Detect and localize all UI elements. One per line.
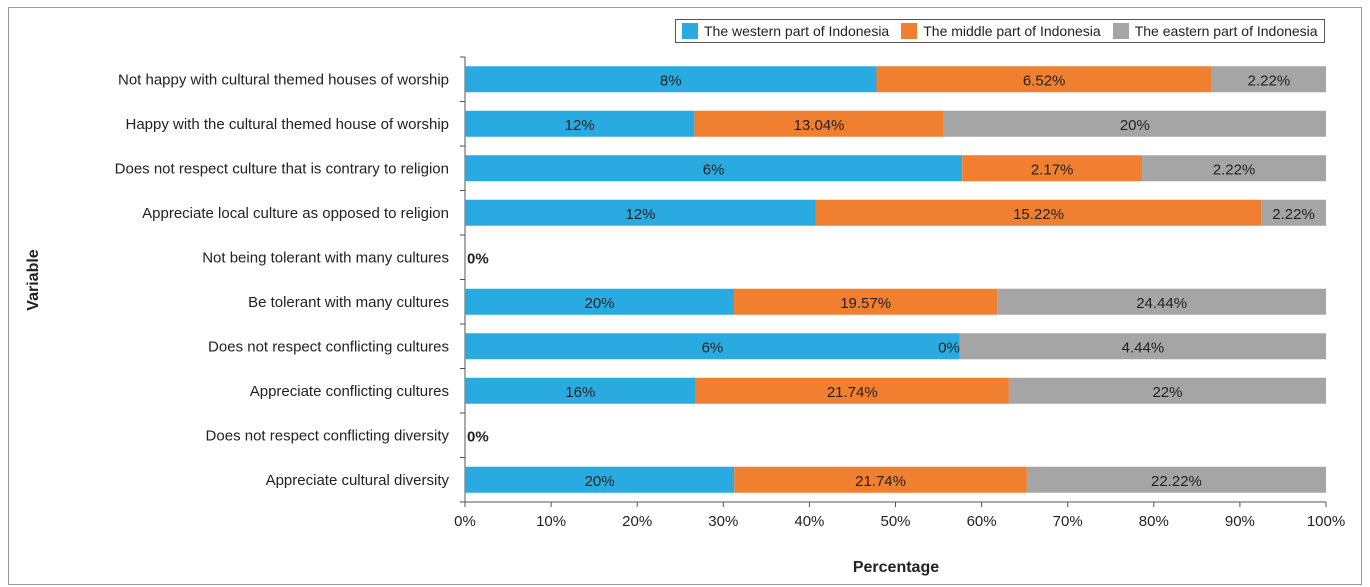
data-label: 0% <box>938 339 960 356</box>
x-tick-label: 70% <box>1053 513 1083 530</box>
x-tick-label: 20% <box>622 513 652 530</box>
x-tick-label: 100% <box>1307 513 1345 530</box>
bars-layer <box>465 66 1326 493</box>
category-label: Happy with the cultural themed house of … <box>125 116 449 133</box>
bar-segment <box>1211 66 1326 93</box>
data-label: 6.52% <box>1023 72 1066 89</box>
axis-layer: 0% 10% 20% 30% 40% 50% 60% 70% 80% 90% 100% <box>454 56 1345 530</box>
category-label: Appreciate conflicting cultures <box>250 383 449 400</box>
data-label: 21.74% <box>827 384 878 401</box>
bar-segment <box>962 155 1143 182</box>
data-label: 8% <box>660 72 682 89</box>
bar-segment <box>997 288 1326 315</box>
category-label: Appreciate local culture as opposed to r… <box>142 205 449 222</box>
bar-segment <box>465 66 877 93</box>
data-label: 6% <box>703 161 725 178</box>
data-label: 20% <box>584 295 614 312</box>
bar-segment <box>695 377 1009 404</box>
x-tick-label: 10% <box>536 513 566 530</box>
data-label: 20% <box>585 473 615 490</box>
data-label: 22% <box>1152 384 1182 401</box>
x-tick-label: 30% <box>708 513 738 530</box>
data-label: 15.22% <box>1013 206 1064 223</box>
category-label: Not happy with cultural themed houses of… <box>118 71 449 88</box>
data-label: 2.22% <box>1248 72 1291 89</box>
category-label: Does not respect conflicting diversity <box>206 427 450 444</box>
x-tick-label: 0% <box>454 513 476 530</box>
category-label: Does not respect culture that is contrar… <box>115 160 449 177</box>
category-label: Does not respect conflicting cultures <box>208 338 449 355</box>
legend-swatch <box>682 23 698 39</box>
bar-segment <box>1026 466 1326 493</box>
data-label: 16% <box>565 384 595 401</box>
bar-segment <box>694 110 944 137</box>
y-axis-title: Variable <box>25 249 42 310</box>
legend-swatch <box>1112 23 1129 39</box>
category-label: Not being tolerant with many cultures <box>202 249 449 266</box>
legend-item: The western part of Indonesia <box>682 23 889 39</box>
bar-segment <box>465 333 960 360</box>
category-label: Be tolerant with many cultures <box>248 294 449 311</box>
x-tick-label: 80% <box>1139 513 1169 530</box>
legend-label: The eastern part of Indonesia <box>1134 23 1318 39</box>
bar-segment <box>465 466 735 493</box>
bar-segment <box>465 288 735 315</box>
data-label: 21.74% <box>855 473 906 490</box>
data-label: 4.44% <box>1122 339 1165 356</box>
data-label: 2.22% <box>1272 206 1315 223</box>
bar-segment <box>1142 155 1326 182</box>
data-label: 2.22% <box>1213 161 1256 178</box>
bar-segment <box>943 110 1326 137</box>
bar-segment <box>959 333 1326 360</box>
labels-layer: Not happy with cultural themed houses of… <box>115 71 1315 490</box>
data-label: 22.22% <box>1151 473 1202 490</box>
data-label: 12% <box>565 117 595 134</box>
bar-segment <box>734 288 998 315</box>
bar-segment <box>465 377 696 404</box>
x-axis-title: Percentage <box>853 559 939 576</box>
data-label: 13.04% <box>794 117 845 134</box>
bar-segment <box>465 110 695 137</box>
bar-segment <box>876 66 1212 93</box>
bar-segment <box>1261 199 1326 226</box>
legend-label: The western part of Indonesia <box>704 23 890 39</box>
chart-frame <box>8 7 1362 585</box>
data-label: 24.44% <box>1136 295 1187 312</box>
zero-value-label: 0% <box>467 250 489 267</box>
bar-segment <box>1008 377 1326 404</box>
x-tick-label: 40% <box>794 513 824 530</box>
bar-segment <box>734 466 1027 493</box>
legend-item: The middle part of Indonesia <box>901 23 1101 39</box>
zero-value-label: 0% <box>467 428 489 445</box>
data-label: 20% <box>1120 117 1150 134</box>
x-tick-label: 50% <box>880 513 910 530</box>
category-label: Appreciate cultural diversity <box>266 472 450 489</box>
chart-legend: The western part of Indonesia The middle … <box>675 19 1325 43</box>
bar-segment <box>465 155 963 182</box>
legend-label: The middle part of Indonesia <box>923 23 1101 39</box>
data-label: 2.17% <box>1031 161 1074 178</box>
data-label: 12% <box>625 206 655 223</box>
data-label: 19.57% <box>840 295 891 312</box>
x-tick-label: 90% <box>1225 513 1255 530</box>
legend-item: The eastern part of Indonesia <box>1112 23 1318 39</box>
data-label: 6% <box>702 339 724 356</box>
bar-segment <box>815 199 1262 226</box>
x-tick-label: 60% <box>967 513 997 530</box>
legend-swatch <box>901 23 918 39</box>
bar-segment <box>465 199 816 226</box>
